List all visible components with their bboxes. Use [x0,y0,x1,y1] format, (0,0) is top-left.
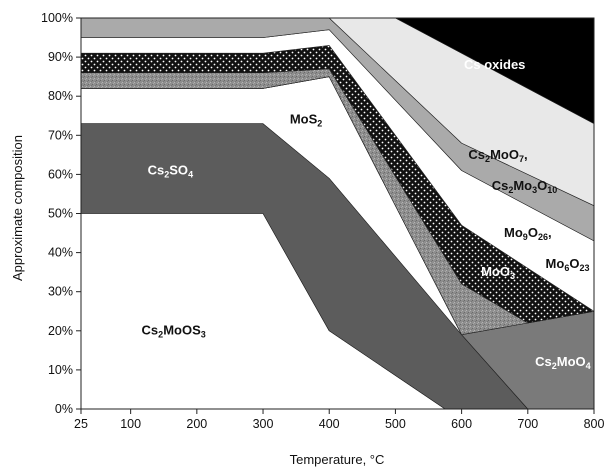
x-axis-title: Temperature, °C [290,452,385,467]
y-tick-label: 80% [48,89,73,103]
area-regions [80,17,595,410]
x-tick-label: 400 [319,417,340,431]
y-tick-label: 70% [48,128,73,142]
label-cs-oxides: Cs oxides [464,57,525,72]
y-axis-title: Approximate composition [10,135,25,281]
y-tick-label: 0% [55,402,73,416]
x-tick-label: 700 [517,417,538,431]
label-mos2: MoS2 [290,112,322,129]
label-cs2moo7: Cs2MoO7, [468,147,527,164]
y-tick-label: 60% [48,167,73,181]
label-mo6o23: Mo6O23 [546,256,590,273]
x-tick-label: 800 [584,417,605,431]
label-mo9o26: Mo9O26, [504,225,552,242]
label-cs2mo3o10: Cs2Mo3O10 [492,178,558,195]
y-tick-label: 50% [48,207,73,221]
x-tick-label: 25 [74,417,88,431]
x-tick-label: 100 [120,417,141,431]
label-cs2moos3: Cs2MoOS3 [142,323,206,340]
axes: 0% 10% 20% 30% 40% 50% 60% 70% 80% 90% 100% 25 100 20… [41,11,604,431]
y-tick-label: 90% [48,50,73,64]
y-tick-label: 100% [41,11,73,25]
y-tick-label: 10% [48,363,73,377]
label-cs2so4: Cs2SO4 [148,162,193,179]
y-tick-label: 20% [48,324,73,338]
label-moo3: MoO3 [481,264,515,281]
y-tick-label: 40% [48,246,73,260]
x-tick-label: 500 [385,417,406,431]
x-tick-label: 600 [451,417,472,431]
x-tick-label: 200 [186,417,207,431]
region-labels: Cs oxides Cs2MoO7, Cs2Mo3O10 Mo9O26, Mo6O23 M… [142,57,591,371]
y-tick-label: 30% [48,285,73,299]
x-tick-label: 300 [253,417,274,431]
label-cs2moo4: Cs2MoO4 [535,354,591,371]
